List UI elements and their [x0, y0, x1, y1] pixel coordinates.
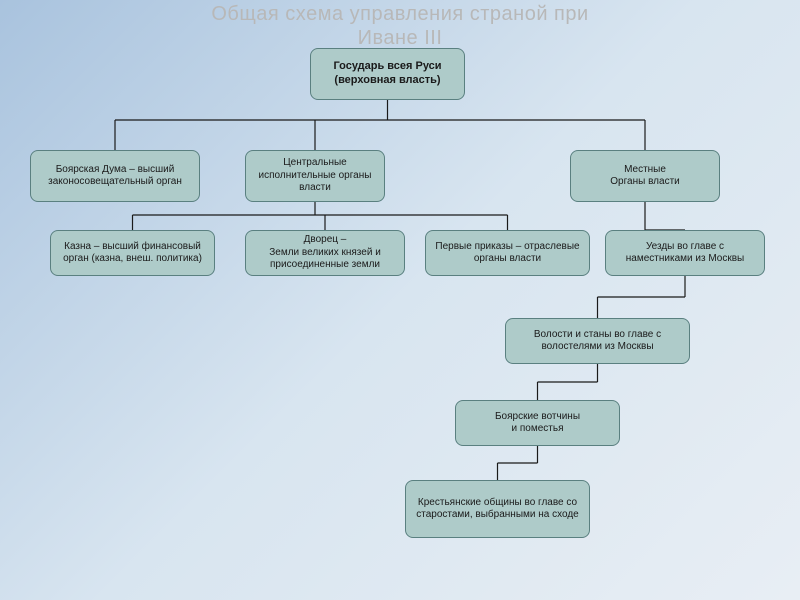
node-dvorets-label: Дворец – Земли великих князей и присоеди… — [254, 234, 396, 272]
node-prikazy-label: Первые приказы – отраслевые органы власт… — [434, 241, 581, 266]
node-dvorets: Дворец – Земли великих князей и присоеди… — [245, 230, 405, 276]
node-duma: Боярская Дума – высший законосовещательн… — [30, 150, 200, 202]
node-local: Местные Органы власти — [570, 150, 720, 202]
node-uezdy-label: Уезды во главе с наместниками из Москвы — [614, 241, 756, 266]
node-kazna: Казна – высший финансовый орган (казна, … — [50, 230, 215, 276]
node-duma-label: Боярская Дума – высший законосовещательн… — [39, 164, 191, 189]
node-votchiny-label: Боярские вотчины и поместья — [495, 411, 580, 436]
node-kazna-label: Казна – высший финансовый орган (казна, … — [59, 241, 206, 266]
node-central-label: Центральные исполнительные органы власти — [254, 157, 376, 195]
title-line-2: Иване III — [358, 27, 443, 49]
title-line-1: Общая схема управления страной при — [211, 3, 588, 25]
node-volosti-label: Волости и станы во главе с волостелями и… — [514, 329, 681, 354]
node-votchiny: Боярские вотчины и поместья — [455, 400, 620, 446]
node-obshiny: Крестьянские общины во главе со староста… — [405, 480, 590, 538]
node-uezdy: Уезды во главе с наместниками из Москвы — [605, 230, 765, 276]
node-prikazy: Первые приказы – отраслевые органы власт… — [425, 230, 590, 276]
page-title: Общая схема управления страной при Иване… — [0, 2, 800, 50]
node-local-label: Местные Органы власти — [610, 164, 679, 189]
node-root: Государь всея Руси (верховная власть) — [310, 48, 465, 100]
node-central: Центральные исполнительные органы власти — [245, 150, 385, 202]
node-obshiny-label: Крестьянские общины во главе со староста… — [414, 497, 581, 522]
node-root-label: Государь всея Руси (верховная власть) — [333, 60, 441, 88]
node-volosti: Волости и станы во главе с волостелями и… — [505, 318, 690, 364]
